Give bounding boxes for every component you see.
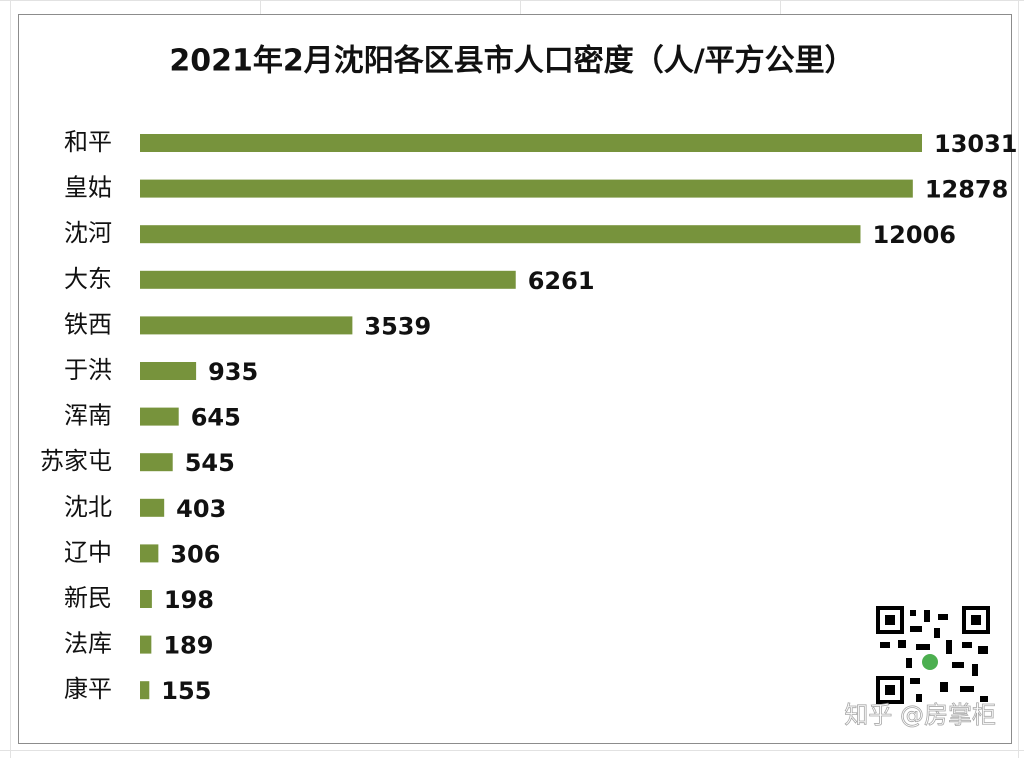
qr-code — [876, 606, 992, 706]
category-label: 于洪 — [64, 356, 112, 384]
category-label: 皇姑 — [64, 174, 112, 202]
category-label: 沈北 — [64, 493, 112, 521]
category-label: 新民 — [64, 584, 112, 612]
category-label: 沈河 — [64, 219, 112, 247]
category-label: 辽中 — [64, 538, 112, 566]
bar — [140, 498, 165, 517]
value-label: 3539 — [364, 312, 431, 340]
bar — [140, 316, 353, 335]
category-label: 法库 — [64, 630, 112, 658]
watermark: 知乎 @房掌柜 — [844, 701, 996, 729]
bar — [140, 453, 173, 472]
category-label: 大东 — [64, 265, 112, 293]
value-label: 403 — [176, 495, 226, 523]
category-label: 苏家屯 — [40, 447, 112, 475]
value-label: 306 — [170, 540, 220, 568]
bar — [140, 270, 516, 289]
category-label: 铁西 — [64, 310, 112, 338]
value-label: 645 — [191, 404, 241, 432]
value-label: 935 — [208, 358, 258, 386]
bar — [140, 590, 152, 608]
bar — [140, 635, 152, 654]
value-label: 198 — [164, 586, 214, 614]
category-label: 康平 — [64, 675, 112, 703]
chart-title: 2021年2月沈阳各区县市人口密度（人/平方公里） — [169, 44, 854, 79]
bar — [140, 225, 861, 244]
category-label: 和平 — [64, 128, 112, 156]
bar — [140, 544, 159, 563]
value-label: 13031 — [934, 130, 1018, 158]
bar — [140, 179, 913, 198]
category-label: 浑南 — [64, 402, 112, 430]
value-label: 12878 — [925, 176, 1009, 204]
bar — [140, 134, 922, 152]
value-label: 545 — [185, 449, 235, 477]
value-label: 155 — [161, 677, 211, 705]
bar — [140, 407, 179, 426]
bar — [140, 681, 150, 700]
value-label: 189 — [163, 632, 213, 660]
bar — [140, 362, 197, 380]
value-label: 6261 — [528, 267, 595, 295]
value-label: 12006 — [872, 221, 956, 249]
